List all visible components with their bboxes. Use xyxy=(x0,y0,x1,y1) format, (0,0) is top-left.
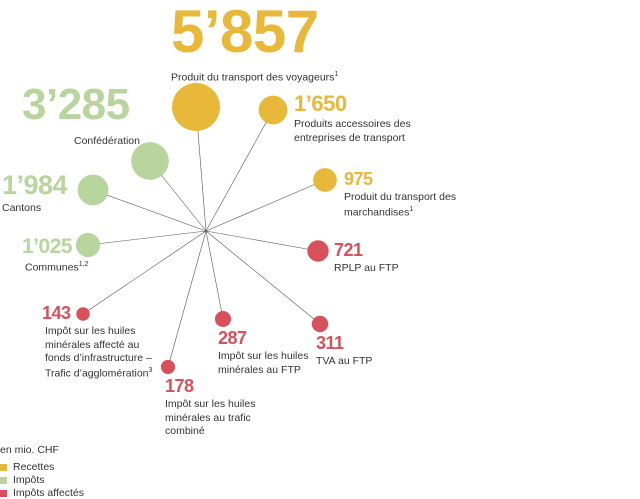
description-text: Confédération xyxy=(74,135,140,147)
legend-swatch-impots-affectes xyxy=(0,489,7,497)
legend-label-recettes: Recettes xyxy=(13,461,55,473)
description-label: Impôt sur les huiles minérales au FTP xyxy=(218,350,328,377)
spoke-line xyxy=(87,230,207,246)
data-label: 975 Produit du transport des marchandises… xyxy=(344,170,474,220)
legend-swatch-impots xyxy=(0,476,7,484)
description-text: Produits accessoires des entreprises de … xyxy=(294,118,411,144)
bubble-impots_affectes xyxy=(307,240,329,262)
description-text: Impôt sur les huiles minérales au FTP xyxy=(218,350,309,376)
legend-swatch-recettes xyxy=(0,463,7,471)
footnote-marker: 3 xyxy=(148,366,153,374)
data-label: 721 RPLP au FTP xyxy=(334,241,454,276)
description-text: Communes xyxy=(25,261,79,274)
description-text: TVA au FTP xyxy=(316,355,373,367)
bubble-impots_affectes xyxy=(160,359,176,375)
bubble-impots xyxy=(75,232,101,258)
value-label: 3’285 xyxy=(22,80,130,129)
spoke-line xyxy=(205,230,321,325)
value-label: 1’025 xyxy=(22,235,73,258)
description-text: Impôt sur les huiles minérales affecté a… xyxy=(45,325,152,380)
spoke-line xyxy=(205,109,274,232)
footnote-marker: 1 xyxy=(334,71,339,78)
value-label: 178 xyxy=(165,376,194,396)
description-text: Cantons xyxy=(2,202,42,214)
description-label: Confédération xyxy=(74,135,174,149)
data-label: 1’650 Produits accessoires des entreprise… xyxy=(294,93,454,145)
spoke-line xyxy=(205,230,319,252)
description-label: Produits accessoires des entreprises de … xyxy=(294,118,454,145)
bubble-impots xyxy=(131,142,169,180)
description-label: Cantons xyxy=(2,202,82,216)
spoke-line xyxy=(92,189,207,232)
description-label: Impôt sur les huiles minérales affecté a… xyxy=(45,325,165,381)
footnote-marker: 1 xyxy=(409,205,414,213)
data-label: 143 Impôt sur les huiles minérales affect… xyxy=(42,304,165,381)
data-label: 178 Impôt sur les huiles minérales au tra… xyxy=(165,377,275,439)
legend-item-recettes: Recettes xyxy=(0,461,54,473)
value-label: 311 xyxy=(316,333,344,353)
footnote-marker: 1,2 xyxy=(78,261,89,268)
bubble-impots_affectes xyxy=(311,315,329,333)
description-label: Impôt sur les huiles minérales au trafic… xyxy=(165,398,275,439)
data-label: 3’285 Confédération xyxy=(22,83,174,149)
description-label: TVA au FTP xyxy=(316,355,436,369)
description-label: Produit du transport des marchandises1 xyxy=(344,191,474,220)
description-text: RPLP au FTP xyxy=(334,262,399,274)
data-label: 287 Impôt sur les huiles minérales au FTP xyxy=(218,329,328,377)
bubble-recettes xyxy=(313,168,337,192)
bubble-impots_affectes xyxy=(214,310,232,328)
unit-label: en mio. CHF xyxy=(0,444,59,456)
data-label: 1’984 Cantons xyxy=(2,172,82,216)
legend-item-impots: Impôts xyxy=(0,474,45,486)
spoke-line xyxy=(167,230,207,368)
value-label: 1’984 xyxy=(2,170,68,200)
legend-label-impots-affectes: Impôts affectés xyxy=(13,487,85,499)
legend-item-impots-affectes: Impôts affectés xyxy=(0,487,84,499)
value-label: 721 xyxy=(334,240,363,260)
data-label: 1’025 Communes1,2 xyxy=(22,236,105,275)
bubble-impots_affectes xyxy=(76,307,90,321)
description-text: Impôt sur les huiles minérales au trafic… xyxy=(165,398,256,438)
value-label: 5’857 xyxy=(171,0,319,65)
legend-label-impots: Impôts xyxy=(13,474,45,486)
data-label: 311 TVA au FTP xyxy=(316,334,436,369)
bubble-impots xyxy=(77,174,109,206)
spoke-line xyxy=(205,230,224,320)
description-text: Produit du transport des voyageurs xyxy=(171,71,335,84)
description-label: Communes1,2 xyxy=(25,260,105,275)
bubble-recettes xyxy=(258,95,288,125)
value-label: 287 xyxy=(218,328,247,348)
description-text: Produit du transport des marchandises xyxy=(344,191,457,219)
spoke-line xyxy=(82,230,207,315)
data-label: 5’857 Produit du transport des voyageurs1 xyxy=(171,2,401,85)
description-label: Produit du transport des voyageurs1 xyxy=(171,70,401,85)
value-label: 143 xyxy=(42,303,71,323)
bubble-recettes xyxy=(172,83,220,131)
description-label: RPLP au FTP xyxy=(334,262,454,276)
value-label: 975 xyxy=(344,169,373,189)
value-label: 1’650 xyxy=(294,91,347,116)
spoke-line xyxy=(205,179,326,232)
